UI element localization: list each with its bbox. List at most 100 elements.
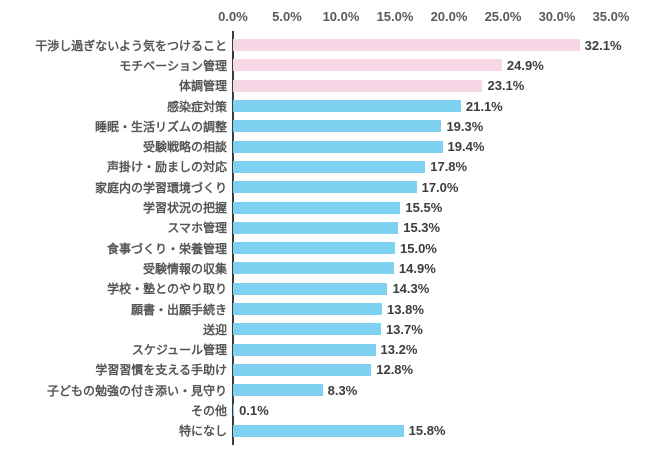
bar-track: 15.3% <box>233 218 440 238</box>
bar-track: 12.8% <box>233 360 413 380</box>
bar <box>233 39 580 52</box>
bar <box>233 201 401 214</box>
value-label: 23.1% <box>487 78 525 94</box>
bar <box>233 160 426 173</box>
category-label: スマホ管理 <box>167 221 227 236</box>
x-axis-tick: 0.0% <box>218 9 248 24</box>
bar-track: 13.2% <box>233 339 417 359</box>
category-label: 学習状況の把握 <box>142 201 227 216</box>
bar <box>233 181 417 194</box>
category-label: 干渉し過ぎないよう気をつけること <box>35 38 227 53</box>
bar-row: スケジュール管理 13.2% <box>0 339 650 359</box>
y-axis-line <box>232 31 234 445</box>
bar-row: 家庭内の学習環境づくり 17.0% <box>0 177 650 197</box>
bar <box>233 343 376 356</box>
x-axis-tick: 15.0% <box>376 9 414 24</box>
x-axis-tick: 10.0% <box>322 9 360 24</box>
bar-track: 15.5% <box>233 197 442 217</box>
bar-row: 学習習慣を支える手助け 12.8% <box>0 360 650 380</box>
bar <box>233 262 394 275</box>
bar-row: スマホ管理 15.3% <box>0 218 650 238</box>
bar-row: 送迎 13.7% <box>0 319 650 339</box>
bar-row: 干渉し過ぎないよう気をつけること 32.1% <box>0 35 650 55</box>
bar <box>233 282 388 295</box>
value-label: 19.3% <box>446 118 484 134</box>
value-label: 0.1% <box>239 402 269 418</box>
category-label: モチベーション管理 <box>119 58 227 73</box>
value-label: 14.3% <box>392 281 430 297</box>
value-label: 12.8% <box>376 362 414 378</box>
value-label: 19.4% <box>447 139 485 155</box>
bar <box>233 100 461 113</box>
value-label: 24.9% <box>506 57 544 73</box>
bar-track: 19.3% <box>233 116 483 136</box>
bar-track: 24.9% <box>233 55 544 75</box>
bar-track: 17.8% <box>233 157 467 177</box>
bar-row: その他 0.1% <box>0 400 650 420</box>
category-label: 体調管理 <box>178 79 227 94</box>
bar-row: 受験戦略の相談 19.4% <box>0 136 650 156</box>
category-label: 子どもの勉強の付き添い・見守り <box>46 383 227 398</box>
bar-track: 15.0% <box>233 238 437 258</box>
bar-track: 17.0% <box>233 177 458 197</box>
bar-row: 子どもの勉強の付き添い・見守り 8.3% <box>0 380 650 400</box>
value-label: 8.3% <box>327 382 358 398</box>
category-label: 食事づくり・栄養管理 <box>106 241 227 256</box>
bar-rows: 干渉し過ぎないよう気をつけること 32.1% モチベーション管理 24.9% 体調管理 2… <box>0 35 650 441</box>
bar-track: 21.1% <box>233 96 503 116</box>
value-label: 14.9% <box>398 260 436 276</box>
bar-track: 8.3% <box>233 380 357 400</box>
bar-row: 受験情報の収集 14.9% <box>0 258 650 278</box>
category-label: 特になし <box>178 424 227 439</box>
bar-row: 体調管理 23.1% <box>0 76 650 96</box>
bar <box>233 221 399 234</box>
category-label: 睡眠・生活リズムの調整 <box>94 119 227 134</box>
bar-row: 声掛け・励ましの対応 17.8% <box>0 157 650 177</box>
category-label: 受験戦略の相談 <box>142 140 227 155</box>
value-label: 13.2% <box>380 342 418 358</box>
x-axis-tick: 5.0% <box>272 9 302 24</box>
bar-track: 23.1% <box>233 76 524 96</box>
category-label: スケジュール管理 <box>131 343 227 358</box>
x-axis-tick: 30.0% <box>538 9 576 24</box>
bar-track: 13.7% <box>233 319 423 339</box>
x-axis-tick: 35.0% <box>592 9 630 24</box>
value-label: 32.1% <box>584 37 622 53</box>
bar-track: 15.8% <box>233 421 446 441</box>
x-axis-tick: 25.0% <box>484 9 522 24</box>
value-label: 15.5% <box>405 200 443 216</box>
value-label: 17.0% <box>421 179 459 195</box>
bar-row: モチベーション管理 24.9% <box>0 55 650 75</box>
bar-row: 食事づくり・栄養管理 15.0% <box>0 238 650 258</box>
category-label: 声掛け・励ましの対応 <box>106 160 227 175</box>
bar-row: 願書・出願手続き 13.8% <box>0 299 650 319</box>
bar <box>233 303 383 315</box>
bar-track: 13.8% <box>233 299 424 319</box>
bar <box>233 59 502 72</box>
bar <box>233 79 483 92</box>
bar-row: 学習状況の把握 15.5% <box>0 197 650 217</box>
bar-row: 感染症対策 21.1% <box>0 96 650 116</box>
category-label: 感染症対策 <box>166 99 227 114</box>
x-axis-tick: 20.0% <box>430 9 468 24</box>
value-label: 15.0% <box>400 240 437 256</box>
bar <box>233 384 323 397</box>
value-label: 15.8% <box>408 423 446 439</box>
category-label: 受験情報の収集 <box>142 261 227 276</box>
bar-row: 学校・塾とのやり取り 14.3% <box>0 279 650 299</box>
bar-track: 0.1% <box>233 400 269 420</box>
bar <box>233 404 235 417</box>
category-label: 家庭内の学習環境づくり <box>94 180 227 195</box>
category-label: 学習習慣を支える手助け <box>95 363 227 378</box>
bar-row: 特になし 15.8% <box>0 421 650 441</box>
bar-track: 14.3% <box>233 279 429 299</box>
bar <box>233 323 381 336</box>
bar <box>233 140 443 153</box>
bar-track: 14.9% <box>233 258 436 278</box>
bar <box>233 120 442 133</box>
category-label: 送迎 <box>202 322 227 337</box>
category-label: 願書・出願手続き <box>130 302 227 317</box>
value-label: 13.7% <box>385 321 423 337</box>
value-label: 15.3% <box>403 220 441 236</box>
